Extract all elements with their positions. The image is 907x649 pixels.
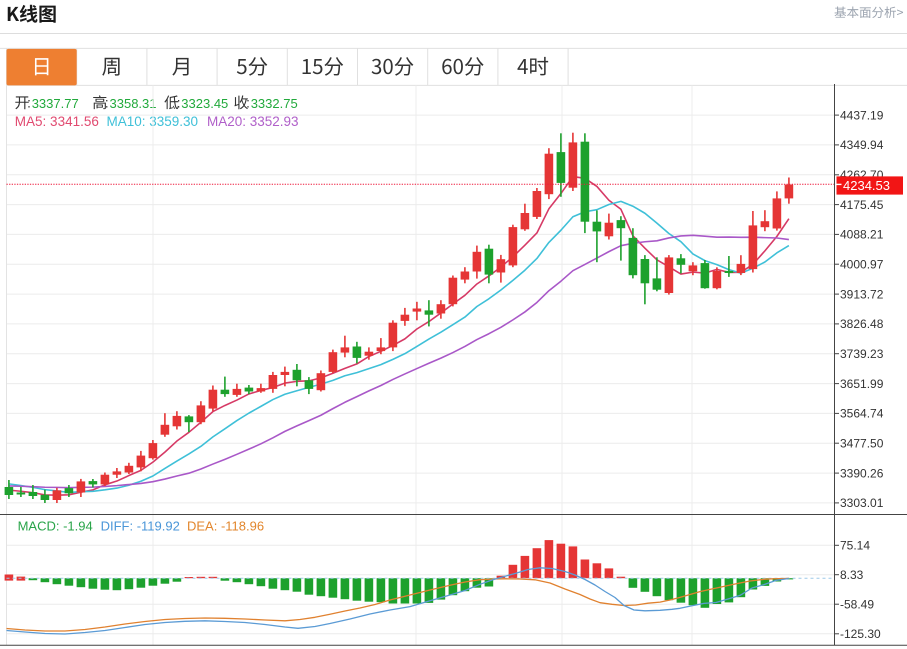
svg-text:3337.77: 3337.77 (32, 96, 79, 111)
svg-text:4088.21: 4088.21 (840, 228, 884, 242)
svg-text:3358.31: 3358.31 (110, 96, 157, 111)
svg-text:4349.94: 4349.94 (840, 138, 884, 152)
svg-text:3826.48: 3826.48 (840, 317, 884, 331)
svg-text:4234.53: 4234.53 (843, 178, 890, 193)
svg-text:3477.50: 3477.50 (840, 436, 884, 450)
svg-text:3303.01: 3303.01 (840, 496, 884, 510)
svg-text:3323.45: 3323.45 (181, 96, 228, 111)
svg-text:8.33: 8.33 (840, 568, 864, 582)
svg-text:MA5: 3341.56: MA5: 3341.56 (15, 114, 99, 129)
svg-text:MACD: -1.94: MACD: -1.94 (18, 519, 93, 534)
svg-text:3913.72: 3913.72 (840, 287, 884, 301)
svg-text:DEA: -118.96: DEA: -118.96 (187, 519, 264, 534)
svg-text::: : (27, 96, 31, 111)
svg-text:MA20: 3352.93: MA20: 3352.93 (207, 114, 299, 129)
svg-text:3651.99: 3651.99 (840, 377, 884, 391)
svg-text:-58.49: -58.49 (840, 597, 874, 611)
svg-text:3564.74: 3564.74 (840, 407, 884, 421)
svg-text::: : (177, 96, 181, 111)
svg-text:3332.75: 3332.75 (251, 96, 298, 111)
svg-text:DIFF: -119.92: DIFF: -119.92 (101, 519, 180, 534)
svg-text::: : (246, 96, 250, 111)
svg-text:75.14: 75.14 (840, 539, 870, 553)
svg-text:MA10: 3359.30: MA10: 3359.30 (107, 114, 199, 129)
svg-text::: : (105, 96, 109, 111)
svg-text:-125.30: -125.30 (840, 627, 881, 641)
svg-text:3390.26: 3390.26 (840, 466, 884, 480)
svg-text:4000.97: 4000.97 (840, 257, 884, 271)
svg-text:4175.45: 4175.45 (840, 198, 884, 212)
svg-text:4437.19: 4437.19 (840, 108, 884, 122)
svg-text:3739.23: 3739.23 (840, 347, 884, 361)
